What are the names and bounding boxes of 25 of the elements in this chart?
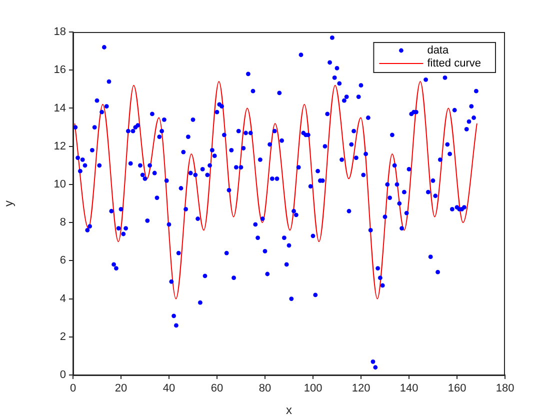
x-tick-label: 120: [352, 382, 370, 395]
legend-label: data: [427, 44, 450, 57]
x-axis-title: x: [286, 403, 292, 418]
x-tick-label: 100: [304, 382, 322, 395]
x-tick-label: 20: [114, 382, 128, 395]
y-tick-label: 10: [54, 178, 66, 190]
y-tick-label: 18: [54, 26, 66, 38]
x-tick-label: 160: [448, 382, 466, 395]
y-tick-label: 8: [60, 216, 66, 229]
legend-label: fitted curve: [427, 58, 482, 70]
y-tick-label: 6: [60, 254, 66, 267]
line-series: [74, 81, 478, 300]
y-tick-label: 0: [60, 369, 66, 382]
x-tick-label: 80: [258, 382, 272, 395]
y-axis-title: y: [2, 200, 16, 206]
y-tick-label: 16: [54, 64, 66, 76]
y-tick-label: 12: [54, 140, 66, 152]
x-tick-label: 0: [70, 382, 76, 395]
y-tick-label: 14: [54, 102, 66, 114]
x-tick-label: 40: [162, 382, 176, 395]
x-tick-label: 140: [400, 382, 418, 395]
y-tick-label: 2: [60, 330, 66, 343]
x-tick-label: 180: [496, 382, 514, 395]
x-tick-label: 60: [210, 382, 224, 395]
y-tick-label: 4: [60, 292, 66, 305]
